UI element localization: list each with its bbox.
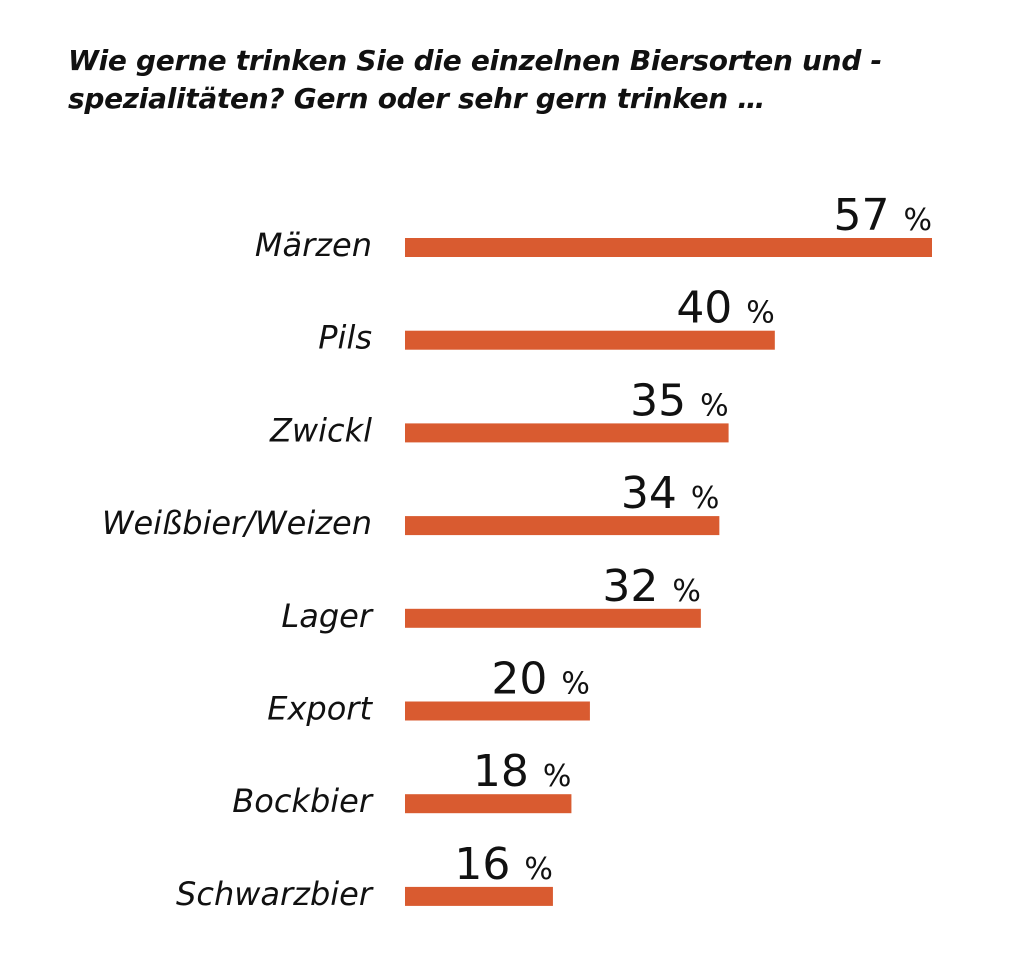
category-label: Export: [267, 690, 373, 728]
bar-6: [405, 794, 572, 814]
bar-7: [405, 886, 553, 906]
category-label: Lager: [281, 597, 373, 635]
category-label: Pils: [318, 319, 372, 357]
value-label: 18 %: [473, 746, 572, 797]
category-label: Zwickl: [269, 411, 372, 449]
bar-2: [405, 423, 729, 443]
value-label: 57 %: [834, 190, 933, 241]
value-label: 34 %: [621, 468, 720, 519]
bar-5: [405, 701, 590, 721]
value-label: 35 %: [630, 375, 729, 426]
bar-1: [405, 330, 775, 350]
bar-0: [405, 238, 932, 257]
bar-4: [405, 608, 701, 628]
category-label: Weißbier/Weizen: [102, 504, 372, 542]
category-label: Märzen: [255, 226, 372, 264]
category-label: Bockbier: [232, 782, 374, 820]
category-label: Schwarzbier: [176, 875, 374, 913]
value-label: 32 %: [602, 561, 701, 612]
chart-title: Wie gerne trinken Sie die einzelnen Bier…: [68, 44, 882, 115]
value-label: 40 %: [676, 283, 775, 334]
value-label: 16 %: [454, 839, 553, 890]
bar-3: [405, 516, 720, 536]
value-label: 20 %: [491, 654, 590, 705]
